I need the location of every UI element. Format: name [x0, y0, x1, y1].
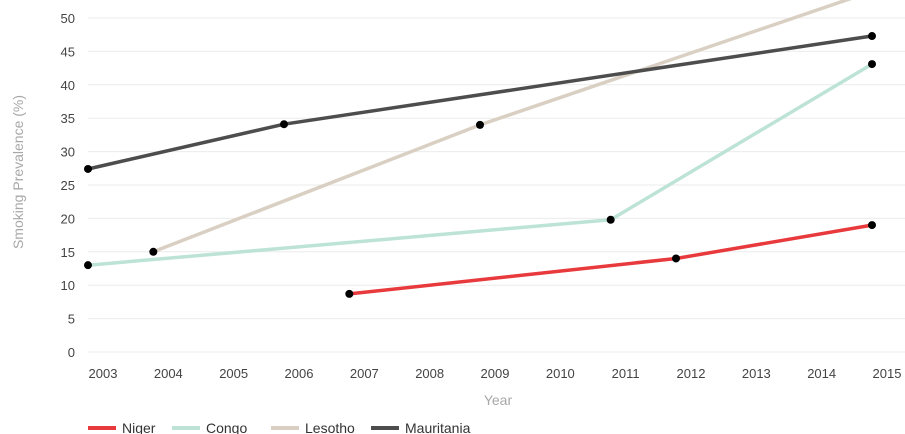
x-tick-label: 2012	[677, 366, 706, 381]
y-tick-label: 25	[61, 178, 75, 193]
legend-label-niger: Niger	[122, 420, 156, 434]
x-axis-ticks: 2003 2004 2005 2006 2007 2008 2009 2010 2011 2012…	[89, 366, 902, 381]
x-tick-label: 2004	[154, 366, 183, 381]
x-tick-label: 2005	[219, 366, 248, 381]
data-point-lesotho	[149, 247, 158, 256]
series-line-lesotho	[151, 0, 852, 254]
data-point-niger	[868, 221, 876, 230]
y-tick-label: 20	[61, 211, 75, 226]
data-point-mauritania	[280, 120, 288, 129]
legend-label-congo: Congo	[206, 420, 247, 434]
y-tick-label: 30	[61, 145, 75, 160]
data-point-congo	[84, 261, 92, 270]
y-tick-label: 10	[61, 278, 75, 293]
x-tick-label: 2003	[89, 366, 118, 381]
x-tick-label: 2010	[546, 366, 575, 381]
data-point-niger	[672, 254, 680, 263]
data-point-niger	[345, 289, 354, 298]
legend-label-lesotho: Lesotho	[305, 420, 355, 434]
x-axis-title: Year	[484, 392, 513, 408]
x-tick-label: 2011	[612, 366, 640, 381]
x-tick-label: 2009	[481, 366, 510, 381]
x-tick-label: 2008	[415, 366, 444, 381]
y-tick-label: 0	[68, 345, 75, 360]
data-point-lesotho	[476, 120, 484, 129]
y-tick-label: 50	[61, 11, 75, 26]
x-tick-label: 2006	[285, 366, 314, 381]
legend-label-mauritania: Mauritania	[405, 420, 471, 434]
y-axis-title: Smoking Prevalence (%)	[10, 95, 26, 249]
x-tick-label: 2014	[807, 366, 836, 381]
x-tick-label: 2007	[350, 366, 379, 381]
data-point-congo	[606, 215, 615, 224]
y-tick-label: 45	[61, 44, 75, 59]
data-point-congo	[868, 60, 876, 69]
grid-lines	[88, 17, 905, 353]
data-point-mauritania	[868, 32, 876, 41]
series-points	[84, 32, 876, 298]
x-tick-label: 2013	[742, 366, 771, 381]
y-tick-label: 5	[68, 312, 75, 327]
y-tick-label: 35	[61, 111, 75, 126]
y-axis-ticks: 0 5 10 15 20 25 30 35 40 45 50	[61, 11, 75, 360]
x-tick-label: 2015	[873, 366, 902, 381]
y-tick-label: 40	[61, 78, 75, 93]
series-lines	[86, 0, 874, 296]
series-line-mauritania	[86, 34, 874, 171]
y-tick-label: 15	[61, 245, 75, 260]
legend: Niger Congo Lesotho Mauritania	[88, 420, 471, 434]
data-point-mauritania	[84, 164, 92, 173]
